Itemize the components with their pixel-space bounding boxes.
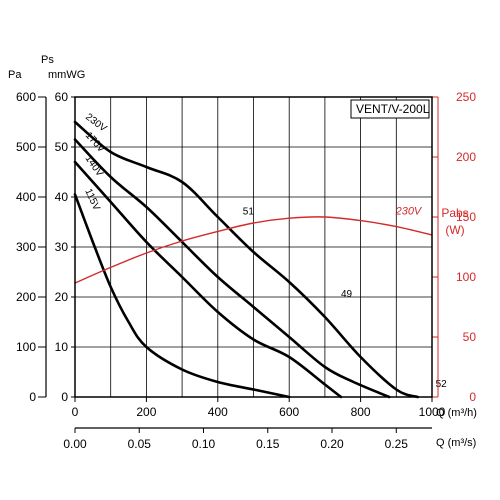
series-line-pressure-170v (73, 138, 391, 399)
series-line-pressure-140v (73, 160, 343, 399)
mmwg-tick-label: 0 (61, 390, 68, 404)
power-tick-label: 0 (469, 390, 476, 404)
power-tick-label: 250 (456, 90, 476, 104)
series-line-power-230v (74, 216, 433, 284)
pa-axis-label: Pa (8, 69, 22, 81)
mmwg-axis-label: mmWG (48, 69, 85, 81)
pa-tick-label: 300 (16, 240, 36, 254)
flow-m3s-tick-label: 0.15 (256, 437, 280, 451)
chart-title-box (350, 99, 430, 119)
series-label-power-230v: 230V (395, 206, 423, 218)
mmwg-tick-label: 50 (55, 140, 69, 154)
pressure-axis-title: Ps (41, 54, 54, 66)
series-line-pressure-230v (73, 120, 419, 399)
flow-m3h-tick-label: 800 (351, 405, 371, 419)
power-tick-label: 100 (456, 270, 476, 284)
flow-m3h-tick-label: 400 (208, 405, 228, 419)
power-tick-label: 200 (456, 150, 476, 164)
flow-m3s-tick-label: 0.05 (128, 437, 152, 451)
flow-m3s-axis-label: Q (m³/s) (436, 437, 476, 449)
power-axis-unit: (W) (445, 223, 464, 237)
flow-m3h-tick-label: 200 (136, 405, 156, 419)
pa-tick-label: 200 (16, 290, 36, 304)
chart-title: VENT/V-200L (356, 102, 430, 116)
series-label-115v: 115V (82, 187, 102, 212)
mmwg-tick-label: 10 (55, 340, 69, 354)
flow-m3h-tick-label: 1000 (419, 405, 446, 419)
flow-m3s-tick-label: 0.00 (63, 437, 87, 451)
plot-frame (74, 96, 433, 398)
mmwg-tick-label: 30 (55, 240, 69, 254)
flow-m3h-tick-label: 0 (72, 405, 79, 419)
series-line-pressure-115v (73, 193, 291, 399)
pa-tick-label: 0 (29, 390, 36, 404)
power-axis-title: Pabs (441, 206, 468, 220)
pa-tick-label: 500 (16, 140, 36, 154)
point-annotation: 51 (243, 207, 255, 218)
flow-m3s-tick-label: 0.20 (320, 437, 344, 451)
mmwg-tick-label: 20 (55, 290, 69, 304)
mmwg-tick-label: 40 (55, 190, 69, 204)
flow-m3h-tick-label: 600 (279, 405, 299, 419)
mmwg-tick-label: 60 (55, 90, 69, 104)
power-tick-label: 50 (463, 330, 477, 344)
pa-tick-label: 600 (16, 90, 36, 104)
flow-m3s-tick-label: 0.25 (385, 437, 409, 451)
point-annotation: 49 (341, 289, 353, 300)
point-annotation: 52 (436, 379, 448, 390)
pa-tick-label: 100 (16, 340, 36, 354)
power-tick-label: 150 (456, 210, 476, 224)
pa-tick-label: 400 (16, 190, 36, 204)
flow-m3s-tick-label: 0.10 (192, 437, 216, 451)
grid-lines (75, 97, 432, 397)
flow-m3h-axis-label: Q (m³/h) (436, 407, 477, 419)
